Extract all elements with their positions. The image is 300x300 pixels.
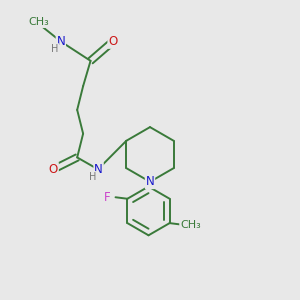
Text: H: H <box>51 44 58 54</box>
Text: CH₃: CH₃ <box>28 17 49 27</box>
Text: H: H <box>89 172 96 182</box>
Text: N: N <box>146 175 154 188</box>
Text: CH₃: CH₃ <box>180 220 201 230</box>
Text: N: N <box>94 163 103 176</box>
Text: O: O <box>108 35 118 48</box>
Text: O: O <box>49 163 58 176</box>
Text: N: N <box>56 35 65 48</box>
Text: F: F <box>104 191 111 204</box>
